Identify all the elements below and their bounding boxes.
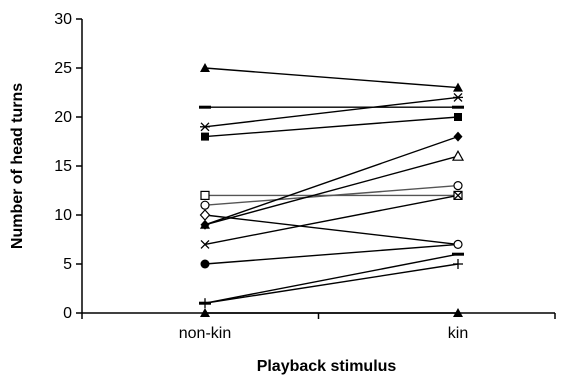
markers <box>199 63 465 317</box>
marker-square-open <box>200 190 210 200</box>
marker-triangle-filled <box>453 308 463 317</box>
marker-square-filled <box>201 132 209 141</box>
marker-triangle-open <box>451 149 465 161</box>
series-line <box>204 243 459 265</box>
series-line <box>204 263 459 304</box>
y-ticks: 0 5 10 15 20 25 30 <box>54 11 82 322</box>
y-tick-label: 0 <box>63 305 72 322</box>
marker-circle-open <box>453 181 463 191</box>
series-line <box>204 67 459 89</box>
x-ticks: non-kin kin <box>81 313 556 342</box>
axes <box>81 19 555 314</box>
series-line <box>204 253 459 304</box>
x-axis-title: Playback stimulus <box>257 358 397 375</box>
x-tick-label: kin <box>448 325 468 342</box>
marker-triangle-filled <box>453 82 463 92</box>
marker-star <box>453 92 463 102</box>
marker-x <box>200 239 210 249</box>
y-tick-label: 5 <box>63 256 72 273</box>
y-tick-label: 25 <box>54 60 72 77</box>
marker-circle-open <box>453 239 463 249</box>
marker-diamond-filled <box>200 219 210 230</box>
series-line <box>204 116 459 138</box>
marker-triangle-filled <box>200 63 210 72</box>
y-tick-label: 20 <box>54 109 72 126</box>
marker-square-filled <box>454 113 462 121</box>
x-tick-label: non-kin <box>179 325 231 342</box>
y-axis-title: Number of head turns <box>9 83 26 249</box>
series-line <box>204 194 459 246</box>
y-tick-label: 15 <box>54 158 72 175</box>
y-tick-label: 30 <box>54 11 72 28</box>
marker-diamond-open <box>199 209 211 221</box>
marker-circle-filled <box>200 259 210 269</box>
marker-star <box>200 122 210 132</box>
marker-circle-open <box>200 200 210 210</box>
marker-diamond-filled <box>453 131 463 142</box>
series-line <box>204 96 459 128</box>
marker-plus <box>453 259 463 269</box>
series-line <box>204 184 459 206</box>
series-lines <box>204 67 459 314</box>
series-line <box>204 135 459 226</box>
series-line <box>204 214 459 246</box>
marker-triangle-filled <box>200 308 210 317</box>
marker-x <box>453 190 463 200</box>
y-tick-label: 10 <box>54 207 72 224</box>
series-line <box>204 155 459 226</box>
